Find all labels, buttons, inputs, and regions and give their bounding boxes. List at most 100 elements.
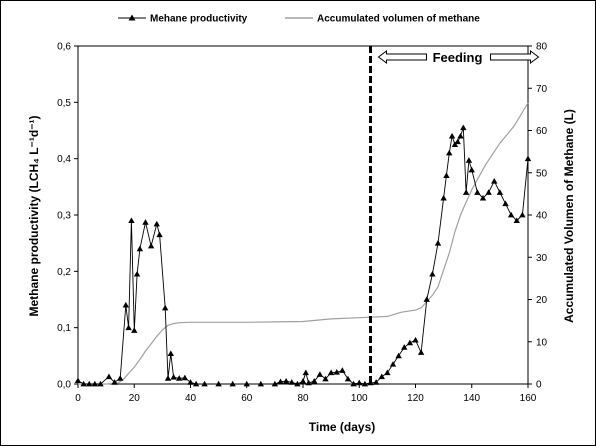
data-point-methane-productivity	[322, 375, 329, 382]
x-tick-label: 40	[185, 393, 197, 404]
data-point-methane-productivity	[350, 380, 357, 387]
data-point-methane-productivity	[462, 189, 470, 195]
data-point-methane-productivity	[423, 296, 430, 302]
data-point-methane-productivity	[401, 344, 408, 350]
data-point-methane-productivity	[378, 373, 385, 380]
data-point-methane-productivity	[74, 377, 82, 384]
data-point-methane-productivity	[302, 369, 310, 376]
x-tick-label: 80	[297, 393, 309, 404]
data-point-methane-productivity	[176, 375, 183, 381]
x-tick-label: 20	[129, 393, 141, 404]
legend-marker-methane-productivity	[128, 14, 136, 21]
data-point-methane-productivity	[277, 378, 284, 385]
data-point-methane-productivity	[479, 194, 487, 201]
y-left-tick-label: 0,5	[57, 98, 71, 109]
x-tick-label: 0	[75, 393, 81, 404]
data-point-methane-productivity	[454, 138, 461, 145]
data-point-methane-productivity	[128, 217, 135, 224]
data-point-methane-productivity	[440, 194, 447, 201]
feeding-label: Feeding	[433, 50, 483, 65]
data-point-methane-productivity	[131, 327, 138, 333]
data-point-methane-productivity	[333, 368, 340, 375]
data-point-methane-productivity	[288, 379, 295, 385]
data-point-methane-productivity	[229, 380, 236, 387]
x-tick-label: 100	[351, 393, 368, 404]
x-tick-label: 160	[520, 393, 537, 404]
data-point-methane-productivity	[356, 379, 363, 386]
data-point-methane-productivity	[305, 379, 312, 386]
data-point-methane-productivity	[111, 379, 118, 385]
data-point-methane-productivity	[429, 270, 436, 277]
data-point-methane-productivity	[372, 379, 380, 385]
data-point-methane-productivity	[116, 375, 124, 381]
data-point-methane-productivity	[524, 155, 532, 162]
data-point-methane-productivity	[136, 245, 144, 252]
data-point-methane-productivity	[519, 211, 526, 218]
data-point-methane-productivity	[294, 380, 301, 387]
data-point-methane-productivity	[170, 374, 177, 380]
data-point-methane-productivity	[142, 219, 149, 225]
data-point-methane-productivity	[133, 270, 141, 277]
x-tick-label: 60	[241, 393, 253, 404]
data-point-methane-productivity	[311, 377, 318, 384]
data-point-methane-productivity	[91, 380, 99, 387]
data-point-methane-productivity	[448, 132, 456, 139]
y-left-tick-label: 0,6	[57, 42, 71, 53]
data-point-methane-productivity	[417, 349, 425, 355]
y-left-tick-label: 0,1	[57, 323, 71, 334]
data-point-methane-productivity	[474, 189, 481, 195]
data-point-methane-productivity	[496, 189, 504, 195]
data-point-methane-productivity	[271, 380, 279, 387]
x-tick-label: 140	[463, 393, 480, 404]
data-point-methane-productivity	[468, 166, 475, 173]
data-point-methane-productivity	[465, 157, 473, 163]
data-point-methane-productivity	[192, 380, 200, 387]
data-point-methane-productivity	[161, 304, 169, 311]
y-axis-left-label: Methane productivity (LCH₄ L⁻¹d⁻¹)	[27, 115, 41, 316]
data-point-methane-productivity	[201, 380, 208, 387]
data-point-methane-productivity	[215, 380, 222, 387]
y-right-tick-label: 20	[536, 295, 548, 306]
data-point-methane-productivity	[502, 200, 509, 207]
y-left-tick-label: 0,3	[57, 211, 71, 222]
data-point-methane-productivity	[105, 373, 113, 380]
y-right-tick-label: 30	[536, 253, 548, 264]
data-point-methane-productivity	[167, 350, 175, 356]
data-point-methane-productivity	[316, 371, 324, 377]
legend-label-methane-productivity: Mehane productivity	[150, 14, 248, 25]
data-point-methane-productivity	[460, 124, 467, 131]
data-point-methane-productivity	[446, 149, 453, 156]
data-point-methane-productivity	[282, 377, 290, 384]
data-point-methane-productivity	[187, 379, 194, 385]
x-tick-label: 120	[407, 393, 424, 404]
y-right-tick-label: 10	[536, 337, 548, 348]
y-axis-right-label: Accumulated Volumen of Methane (L)	[562, 109, 576, 323]
data-point-methane-productivity	[80, 380, 87, 387]
data-point-methane-productivity	[257, 380, 265, 387]
series-line-accumulated-volume	[78, 102, 529, 385]
data-point-methane-productivity	[181, 374, 189, 381]
y-right-tick-label: 0	[536, 380, 542, 391]
y-left-tick-label: 0,0	[57, 380, 71, 391]
x-axis-label: Time (days)	[309, 420, 375, 434]
data-point-methane-productivity	[153, 220, 160, 227]
y-right-tick-label: 40	[536, 211, 548, 222]
data-point-methane-productivity	[125, 324, 132, 331]
data-point-methane-productivity	[327, 369, 335, 376]
y-right-tick-label: 80	[536, 42, 548, 53]
y-left-tick-label: 0,4	[57, 154, 71, 165]
y-right-tick-label: 70	[536, 84, 548, 95]
data-point-methane-productivity	[412, 336, 419, 343]
data-point-methane-productivity	[156, 231, 163, 238]
data-point-methane-productivity	[299, 377, 307, 384]
data-point-methane-productivity	[147, 242, 155, 249]
data-point-methane-productivity	[344, 375, 352, 382]
data-point-methane-productivity	[86, 380, 93, 387]
data-point-methane-productivity	[384, 369, 391, 376]
data-point-methane-productivity	[507, 211, 515, 218]
data-point-methane-productivity	[361, 380, 369, 387]
feeding-right-arrow	[490, 50, 540, 64]
